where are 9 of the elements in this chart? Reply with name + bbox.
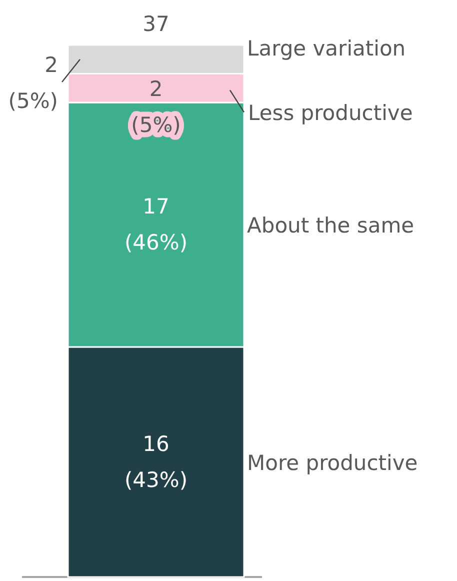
series-label: About the same: [247, 214, 414, 238]
data-label: 17 (46%): [124, 194, 188, 255]
data-label: 2 (5%): [131, 76, 181, 137]
series-label: Less productive: [248, 101, 413, 126]
series-label: More productive: [247, 450, 418, 475]
series-label: Large variation: [247, 36, 406, 60]
data-label: 2 (5%): [8, 53, 58, 113]
data-label: 16 (43%): [124, 432, 188, 492]
total-label: 37: [142, 12, 170, 36]
